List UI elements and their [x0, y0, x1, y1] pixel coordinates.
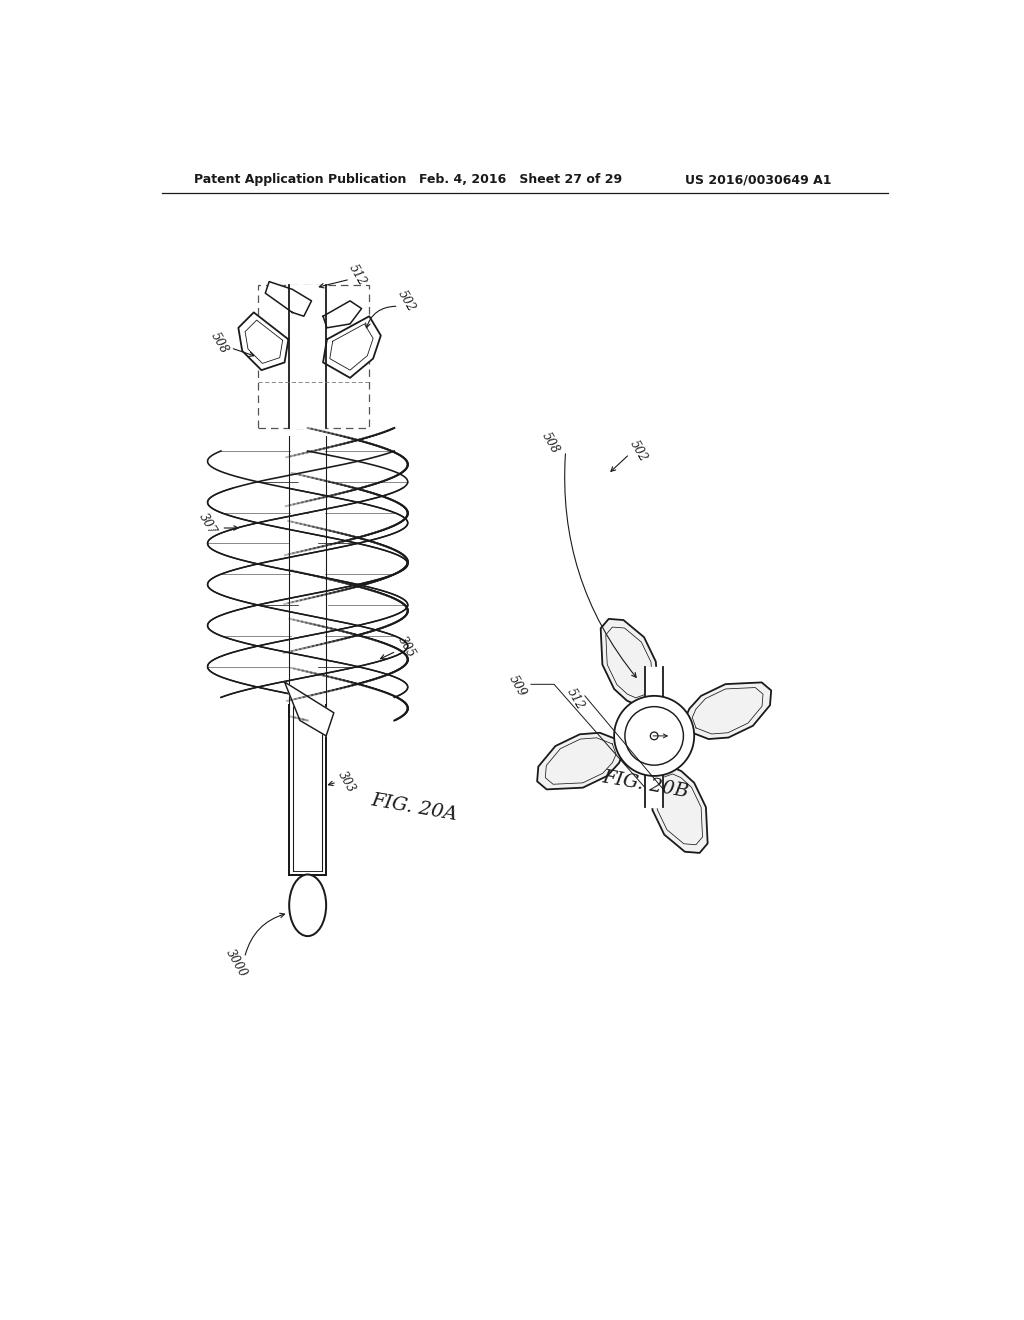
Circle shape — [614, 696, 694, 776]
Ellipse shape — [289, 874, 326, 936]
Polygon shape — [645, 776, 664, 807]
Polygon shape — [239, 313, 289, 370]
Text: 303: 303 — [335, 770, 357, 795]
Polygon shape — [323, 301, 361, 327]
Polygon shape — [651, 767, 708, 853]
Text: US 2016/0030649 A1: US 2016/0030649 A1 — [685, 173, 831, 186]
Circle shape — [650, 733, 658, 739]
Text: 305: 305 — [395, 635, 418, 660]
Polygon shape — [645, 667, 664, 696]
Text: Feb. 4, 2016   Sheet 27 of 29: Feb. 4, 2016 Sheet 27 of 29 — [419, 173, 623, 186]
Text: 502: 502 — [395, 288, 418, 314]
Text: 508: 508 — [208, 330, 230, 356]
Text: 512: 512 — [346, 263, 369, 289]
Text: 512: 512 — [564, 686, 587, 711]
Polygon shape — [289, 285, 326, 428]
Polygon shape — [538, 733, 624, 789]
Polygon shape — [323, 317, 381, 378]
Polygon shape — [601, 619, 657, 705]
Polygon shape — [289, 705, 326, 875]
Text: Patent Application Publication: Patent Application Publication — [194, 173, 407, 186]
Polygon shape — [285, 682, 334, 737]
Text: 502: 502 — [628, 438, 650, 465]
Text: FIG. 20A: FIG. 20A — [370, 792, 459, 825]
Text: FIG. 20B: FIG. 20B — [600, 768, 690, 801]
Text: 509: 509 — [507, 673, 529, 698]
Text: 307: 307 — [197, 511, 219, 537]
Text: 508: 508 — [539, 430, 561, 457]
Polygon shape — [265, 281, 311, 317]
Circle shape — [625, 706, 683, 766]
Bar — [258, 285, 370, 428]
Polygon shape — [685, 682, 771, 739]
Text: 3000: 3000 — [223, 946, 250, 979]
